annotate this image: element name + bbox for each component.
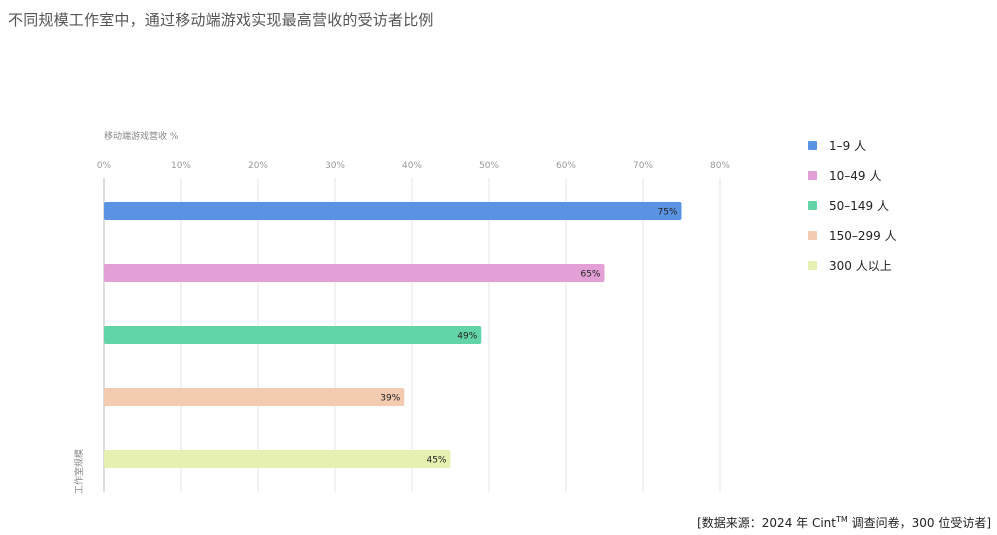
x-tick-label: 10% xyxy=(171,161,191,171)
source-prefix: [数据来源：2024 年 Cint xyxy=(697,516,836,530)
legend-label: 300 人以上 xyxy=(829,258,892,273)
x-axis-label: 移动端游戏营收 % xyxy=(104,130,179,142)
bar xyxy=(104,264,605,282)
legend-label: 1–9 人 xyxy=(829,138,867,153)
legend-swatch xyxy=(808,170,817,180)
legend-label: 10–49 人 xyxy=(829,168,882,183)
bar-value-label: 45% xyxy=(426,456,446,466)
y-axis-label: 工作室规模 xyxy=(73,449,85,494)
x-tick-label: 20% xyxy=(248,161,268,171)
source-note: [数据来源：2024 年 CintTM 调查问卷，300 位受访者] xyxy=(697,514,991,531)
bar-value-label: 39% xyxy=(380,394,400,404)
x-tick-labels: 0% 10% 20% 30% 40% 50% 60% 70% 80% xyxy=(97,161,731,171)
x-tick-label: 70% xyxy=(633,161,653,171)
bar-value-label: 65% xyxy=(580,270,600,280)
x-tick-label: 0% xyxy=(97,161,112,171)
x-tick-label: 80% xyxy=(710,161,730,171)
x-tick-label: 40% xyxy=(402,161,422,171)
legend-label: 150–299 人 xyxy=(829,228,897,243)
legend: 1–9 人 10–49 人 50–149 人 150–299 人 300 人以上 xyxy=(808,136,897,274)
legend-swatch xyxy=(808,260,817,270)
x-tick-label: 30% xyxy=(325,161,345,171)
chart-title: 不同规模工作室中，通过移动端游戏实现最高营收的受访者比例 xyxy=(8,11,434,29)
bar xyxy=(104,388,405,406)
x-tick-label: 50% xyxy=(479,161,499,171)
legend-item: 50–149 人 xyxy=(808,196,897,214)
legend-label: 50–149 人 xyxy=(829,198,889,213)
bar xyxy=(104,450,451,468)
bar xyxy=(104,202,682,220)
bar xyxy=(104,326,482,344)
bars xyxy=(104,202,682,468)
bar-value-label: 49% xyxy=(457,332,477,342)
x-tick-label: 60% xyxy=(556,161,576,171)
bar-value-label: 75% xyxy=(657,208,677,218)
legend-item: 150–299 人 xyxy=(808,226,897,244)
legend-item: 10–49 人 xyxy=(808,166,897,184)
trademark: TM xyxy=(835,515,848,524)
legend-swatch xyxy=(808,200,817,210)
source-suffix: 调查问卷，300 位受访者] xyxy=(847,516,991,530)
legend-swatch xyxy=(808,230,817,240)
legend-swatch xyxy=(808,140,817,150)
legend-item: 300 人以上 xyxy=(808,256,897,274)
legend-item: 1–9 人 xyxy=(808,136,897,154)
data-labels: 75% 65% 49% 39% 45% xyxy=(380,208,678,466)
